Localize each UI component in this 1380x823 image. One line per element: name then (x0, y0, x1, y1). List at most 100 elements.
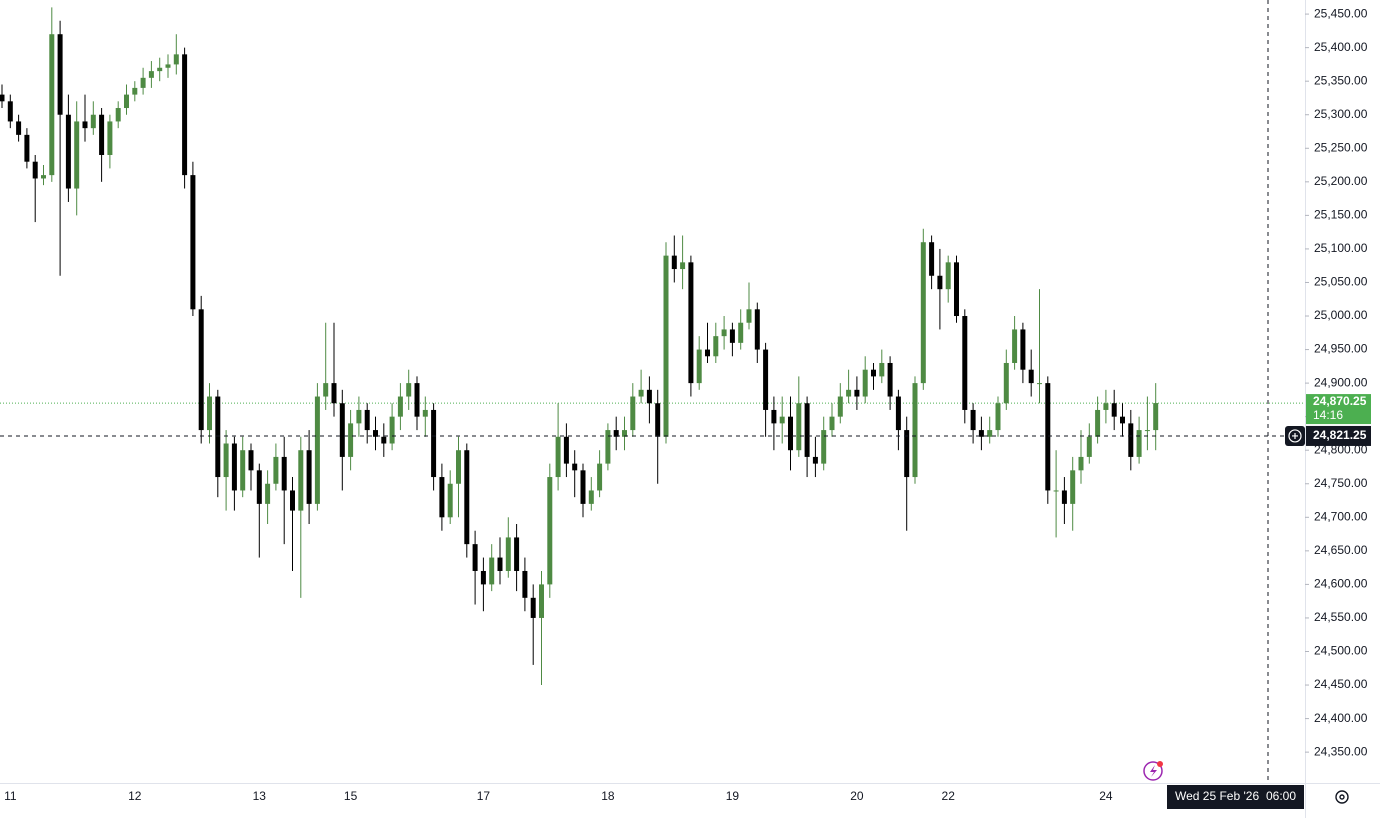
candle-body (447, 483, 453, 518)
candle-body (871, 369, 876, 377)
candle-body (464, 450, 470, 545)
candle-body (713, 336, 719, 357)
candle-body (348, 423, 354, 457)
y-tick-label: 24,400.00 (1314, 711, 1368, 725)
candle-body (364, 409, 370, 431)
crosshair-price-label-bg (1306, 425, 1371, 446)
candle-body (124, 94, 129, 109)
candle-body (788, 416, 793, 451)
candle-body (298, 450, 304, 511)
candle-body (198, 309, 204, 431)
candle-body (41, 175, 46, 179)
y-tick-label: 24,700.00 (1314, 509, 1368, 523)
candle-body (281, 456, 287, 491)
candle-body (555, 436, 561, 478)
candle-body (812, 456, 818, 464)
candle-body (978, 430, 984, 437)
y-tick-label: 25,100.00 (1314, 241, 1368, 255)
candle-body (265, 483, 271, 504)
candle-body (414, 383, 420, 417)
candle-body (74, 121, 80, 189)
candle-body (331, 383, 337, 404)
candle-body (231, 443, 237, 491)
candle-body (1136, 430, 1142, 457)
candle-body (613, 430, 619, 437)
candle-body (431, 409, 437, 478)
candle-body (115, 108, 121, 122)
candle-body (90, 114, 96, 129)
y-tick-label: 24,650.00 (1314, 543, 1368, 557)
y-tick-label: 24,350.00 (1314, 744, 1368, 758)
settings-icon[interactable] (1335, 790, 1349, 804)
y-tick-label: 25,300.00 (1314, 107, 1368, 121)
candle-body (1120, 416, 1125, 424)
candle-body (954, 262, 959, 317)
candle-body (406, 383, 412, 397)
candle-body (190, 175, 196, 310)
candle-body (165, 64, 171, 68)
crosshair-date-label: Wed 25 Feb '26 (1175, 789, 1259, 803)
last-price-label: 24,870.25 (1313, 394, 1367, 408)
candle-body (1070, 470, 1076, 504)
candle-body (207, 396, 212, 431)
candle-body (1053, 490, 1059, 492)
candle-body (962, 316, 968, 410)
candle-body (497, 557, 503, 571)
y-tick-label: 25,000.00 (1314, 308, 1368, 322)
candle-body (754, 309, 760, 350)
candle-body (24, 134, 30, 162)
candle-body (1078, 456, 1084, 471)
candle-body (671, 255, 677, 270)
candle-body (49, 34, 55, 176)
y-tick-label: 25,050.00 (1314, 275, 1368, 289)
y-tick-label: 24,750.00 (1314, 476, 1368, 490)
candle-body (1095, 409, 1101, 437)
crosshair-button-icon (1288, 429, 1302, 443)
candle-body (580, 470, 586, 504)
candle-body (729, 329, 735, 343)
crosshair-add-button[interactable] (1285, 425, 1305, 446)
candle-body (705, 349, 710, 357)
candle-body (588, 490, 594, 504)
candle-body (157, 67, 163, 72)
candle-body (539, 584, 544, 618)
candle-body (223, 443, 229, 478)
candle-body (646, 389, 652, 404)
candle-body (630, 396, 636, 431)
candle-body (314, 396, 320, 504)
candle-body (862, 369, 868, 397)
candle-body (1020, 329, 1026, 370)
candle-body (995, 403, 1001, 431)
candle-body (397, 396, 403, 417)
candle-body (1003, 362, 1009, 404)
candle-body (854, 389, 860, 397)
y-tick-label: 25,200.00 (1314, 174, 1368, 188)
x-tick-label: 18 (601, 789, 615, 803)
candle-body (663, 255, 669, 437)
y-tick-label: 25,400.00 (1314, 40, 1368, 54)
candle-body (148, 71, 154, 78)
candle-body (7, 101, 13, 122)
candle-body (638, 389, 644, 397)
candle-body (107, 121, 113, 155)
candle-body (929, 242, 935, 276)
candle-body (1128, 423, 1134, 457)
y-tick-label: 24,500.00 (1314, 644, 1368, 658)
crosshair-time-label-bg (1167, 785, 1304, 809)
candle-body (796, 403, 802, 451)
y-tick-label: 25,250.00 (1314, 140, 1368, 154)
candle-body (323, 383, 329, 397)
candle-body (248, 450, 254, 471)
candle-body (970, 409, 976, 431)
candle-body (373, 430, 378, 437)
candle-body (779, 416, 785, 424)
x-tick-label: 17 (477, 789, 491, 803)
candle-body (256, 470, 262, 504)
y-tick-label: 24,450.00 (1314, 677, 1368, 691)
x-tick-label: 12 (128, 789, 142, 803)
lightning-icon[interactable] (1143, 761, 1163, 781)
last-price-label-bg (1306, 394, 1371, 425)
x-tick-label: 19 (726, 789, 740, 803)
candle-body (1144, 430, 1150, 432)
